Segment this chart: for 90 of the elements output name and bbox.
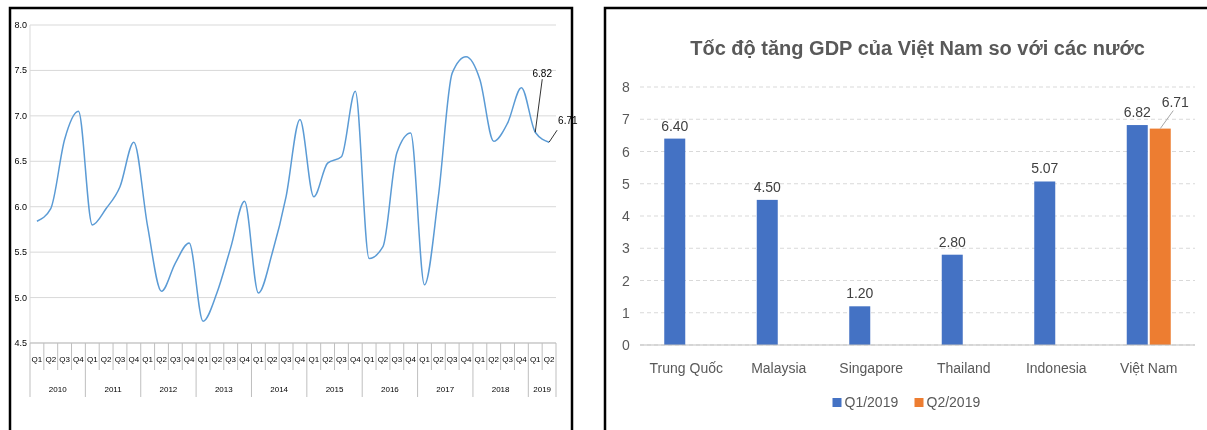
x-tick-label: Việt Nam — [1120, 360, 1178, 376]
x-tick-label: Q1 — [308, 355, 320, 364]
y-tick-label: 5.0 — [14, 292, 27, 303]
data-label: 6.82 — [532, 68, 553, 80]
data-label: 2.80 — [938, 233, 967, 250]
x-tick-label: Q2 — [322, 355, 334, 364]
bar — [756, 199, 778, 345]
x-tick-label: Q1 — [86, 355, 99, 364]
legend-label: Q2/2019 — [926, 394, 981, 410]
x-tick-label: Indonesia — [1025, 360, 1087, 376]
x-tick-label: Q1 — [529, 355, 542, 364]
y-tick-label: 4.5 — [14, 338, 27, 348]
x-tick-label: Q2 — [45, 355, 57, 364]
x-tick-label: Q1 — [474, 355, 486, 364]
x-tick-label: Q3 — [114, 355, 126, 364]
x-tick-label: Q2 — [211, 355, 223, 364]
legend-label: Q1/2019 — [844, 394, 899, 410]
x-tick-label: Q4 — [405, 355, 417, 364]
text: 2013 — [214, 385, 234, 394]
data-label: 1.20 — [846, 285, 874, 302]
data-label: 4.50 — [753, 178, 782, 195]
data-label: 6.82 — [1123, 104, 1152, 121]
x-tick-label: Q2 — [266, 355, 279, 364]
y-tick-label: 3 — [622, 240, 631, 257]
data-label: 5.07 — [1031, 160, 1059, 177]
y-tick-label: 6 — [622, 143, 631, 160]
line-series — [36, 56, 550, 322]
x-tick-label: Q3 — [391, 355, 403, 364]
x-tick-label: Q4 — [183, 355, 196, 364]
x-tick-label: Q2 — [488, 355, 500, 364]
x-tick-label: Q4 — [128, 355, 140, 364]
y-tick-label: 7.0 — [14, 110, 27, 121]
y-tick-label: 6.5 — [14, 156, 27, 167]
x-tick-label: Q3 — [280, 355, 292, 364]
y-tick-label: 7 — [622, 111, 631, 128]
y-tick-label: 1 — [622, 304, 631, 321]
chart-title: Tốc độ tăng GDP của Việt Nam so với các nước — [690, 37, 1145, 59]
x-tick-label: Q3 — [502, 355, 514, 364]
x-tick-label: Q3 — [336, 355, 348, 364]
y-tick-label: 4 — [622, 208, 631, 224]
x-tick-label: Q3 — [170, 355, 182, 364]
bar — [664, 138, 686, 345]
x-tick-label: Q1 — [197, 355, 209, 364]
y-tick-label: 0 — [622, 337, 631, 353]
data-label: 6.40 — [661, 117, 689, 134]
x-tick-label: Q2 — [377, 355, 389, 364]
bar — [1034, 181, 1056, 345]
x-tick-label: Q4 — [516, 355, 528, 364]
text: 2011 — [104, 385, 123, 394]
text: 2019 — [533, 385, 552, 394]
text: 2018 — [491, 385, 511, 394]
y-tick-label: 5.5 — [14, 247, 27, 258]
text: 2016 — [381, 385, 400, 394]
y-tick-label: 2 — [622, 272, 631, 289]
x-tick-label: Q4 — [349, 355, 362, 364]
text: 2012 — [159, 385, 178, 394]
x-tick-label: Singapore — [839, 360, 904, 376]
x-tick-label: Q2 — [156, 355, 168, 364]
y-tick-label: 6.0 — [14, 201, 27, 212]
x-tick-label: Malaysia — [751, 360, 807, 376]
data-label: 6.71 — [1161, 93, 1190, 110]
x-tick-label: Q1 — [31, 355, 43, 364]
text: 2010 — [48, 385, 68, 394]
x-tick-label: Q4 — [294, 355, 306, 364]
y-tick-label: 8 — [622, 79, 631, 95]
x-tick-label: Q1 — [419, 355, 431, 364]
x-tick-label: Q3 — [59, 355, 71, 364]
x-tick-label: Trung Quốc — [649, 360, 723, 376]
x-tick-label: Q1 — [363, 355, 376, 364]
text: 2017 — [436, 385, 455, 394]
y-tick-label: 7.5 — [14, 65, 27, 76]
x-tick-label: Q4 — [239, 355, 251, 364]
x-tick-label: Q1 — [253, 355, 265, 364]
x-tick-label: Q4 — [460, 355, 472, 364]
y-tick-label: 8.0 — [14, 20, 27, 30]
bar — [941, 254, 963, 345]
x-tick-label: Q1 — [142, 355, 154, 364]
x-tick-label: Thailand — [936, 360, 991, 376]
x-tick-label: Q2 — [543, 355, 555, 364]
bar — [1126, 125, 1148, 345]
x-tick-label: Q2 — [433, 355, 445, 364]
x-tick-label: Q3 — [225, 355, 237, 364]
x-tick-label: Q2 — [100, 355, 113, 364]
y-tick-label: 5 — [622, 175, 631, 192]
text: 2014 — [270, 385, 289, 394]
x-tick-label: Q3 — [446, 355, 459, 364]
text: 2015 — [325, 385, 344, 394]
bar — [849, 306, 871, 345]
bar — [1149, 128, 1171, 345]
x-tick-label: Q4 — [73, 355, 85, 364]
